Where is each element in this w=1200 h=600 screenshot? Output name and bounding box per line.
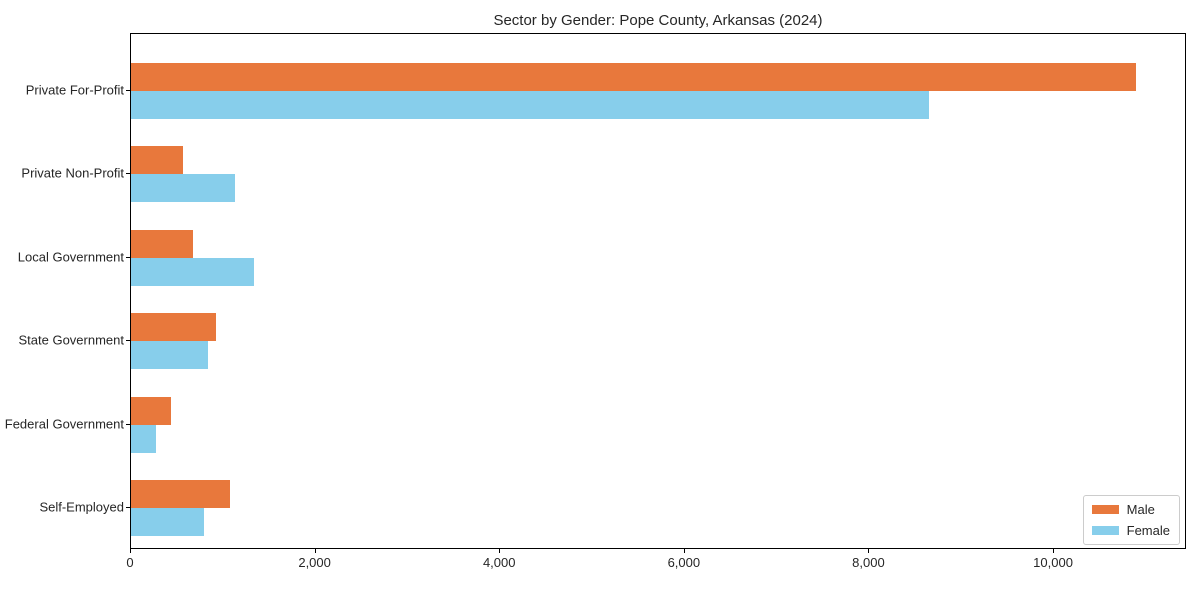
- y-axis-label-state-government: State Government: [18, 332, 125, 348]
- x-tick-label-8-000: 8,000: [852, 555, 885, 570]
- x-tick-mark: [1053, 549, 1055, 553]
- male-legend-label: Male: [1126, 502, 1155, 517]
- plot-area: Male Female: [130, 33, 1186, 549]
- bar-female-state-government: [131, 341, 208, 369]
- female-legend-label: Female: [1126, 523, 1170, 538]
- bar-female-federal-government: [131, 424, 156, 453]
- y-tick-mark: [126, 340, 130, 341]
- x-tick-mark: [314, 549, 316, 553]
- legend: Male Female: [1082, 495, 1180, 545]
- bar-male-state-government: [131, 313, 216, 341]
- male-legend-swatch: [1091, 505, 1119, 514]
- y-axis-label-private-for-profit: Private For-Profit: [25, 82, 124, 97]
- y-tick-mark: [126, 256, 130, 258]
- x-tick-label-2-000: 2,000: [298, 555, 331, 570]
- y-tick-mark: [126, 507, 130, 508]
- bar-male-self-employed: [131, 480, 230, 508]
- y-axis-label-local-government: Local Government: [17, 249, 124, 264]
- x-tick-label-0: 0: [126, 555, 134, 570]
- bar-female-local-government: [131, 257, 254, 286]
- x-tick-label-6-000: 6,000: [667, 555, 701, 570]
- x-tick-label-10-000: 10,000: [1033, 555, 1073, 570]
- female-legend-swatch: [1091, 526, 1119, 535]
- bar-female-private-for-profit: [131, 90, 930, 119]
- bar-male-local-government: [131, 229, 193, 258]
- legend-item-female: Female: [1091, 523, 1170, 538]
- bar-male-private-for-profit: [131, 62, 1137, 91]
- y-axis-label-private-non-profit: Private Non-Profit: [21, 165, 124, 181]
- bar-male-private-non-profit: [131, 146, 183, 174]
- y-axis-label-self-employed: Self-Employed: [39, 499, 124, 515]
- y-tick-mark: [126, 173, 130, 174]
- bar-female-self-employed: [131, 508, 204, 536]
- y-axis-label-federal-government: Federal Government: [4, 416, 124, 431]
- legend-item-male: Male: [1091, 502, 1170, 517]
- x-tick-label-4-000: 4,000: [482, 555, 516, 570]
- x-tick-mark: [868, 549, 870, 553]
- bar-female-private-non-profit: [131, 174, 236, 202]
- bar-male-federal-government: [131, 396, 171, 425]
- y-tick-mark: [126, 89, 130, 91]
- y-tick-mark: [126, 423, 130, 425]
- x-tick-mark: [130, 549, 131, 553]
- x-tick-mark: [499, 549, 501, 553]
- x-tick-mark: [683, 549, 685, 553]
- chart-title: Sector by Gender: Pope County, Arkansas …: [493, 12, 823, 29]
